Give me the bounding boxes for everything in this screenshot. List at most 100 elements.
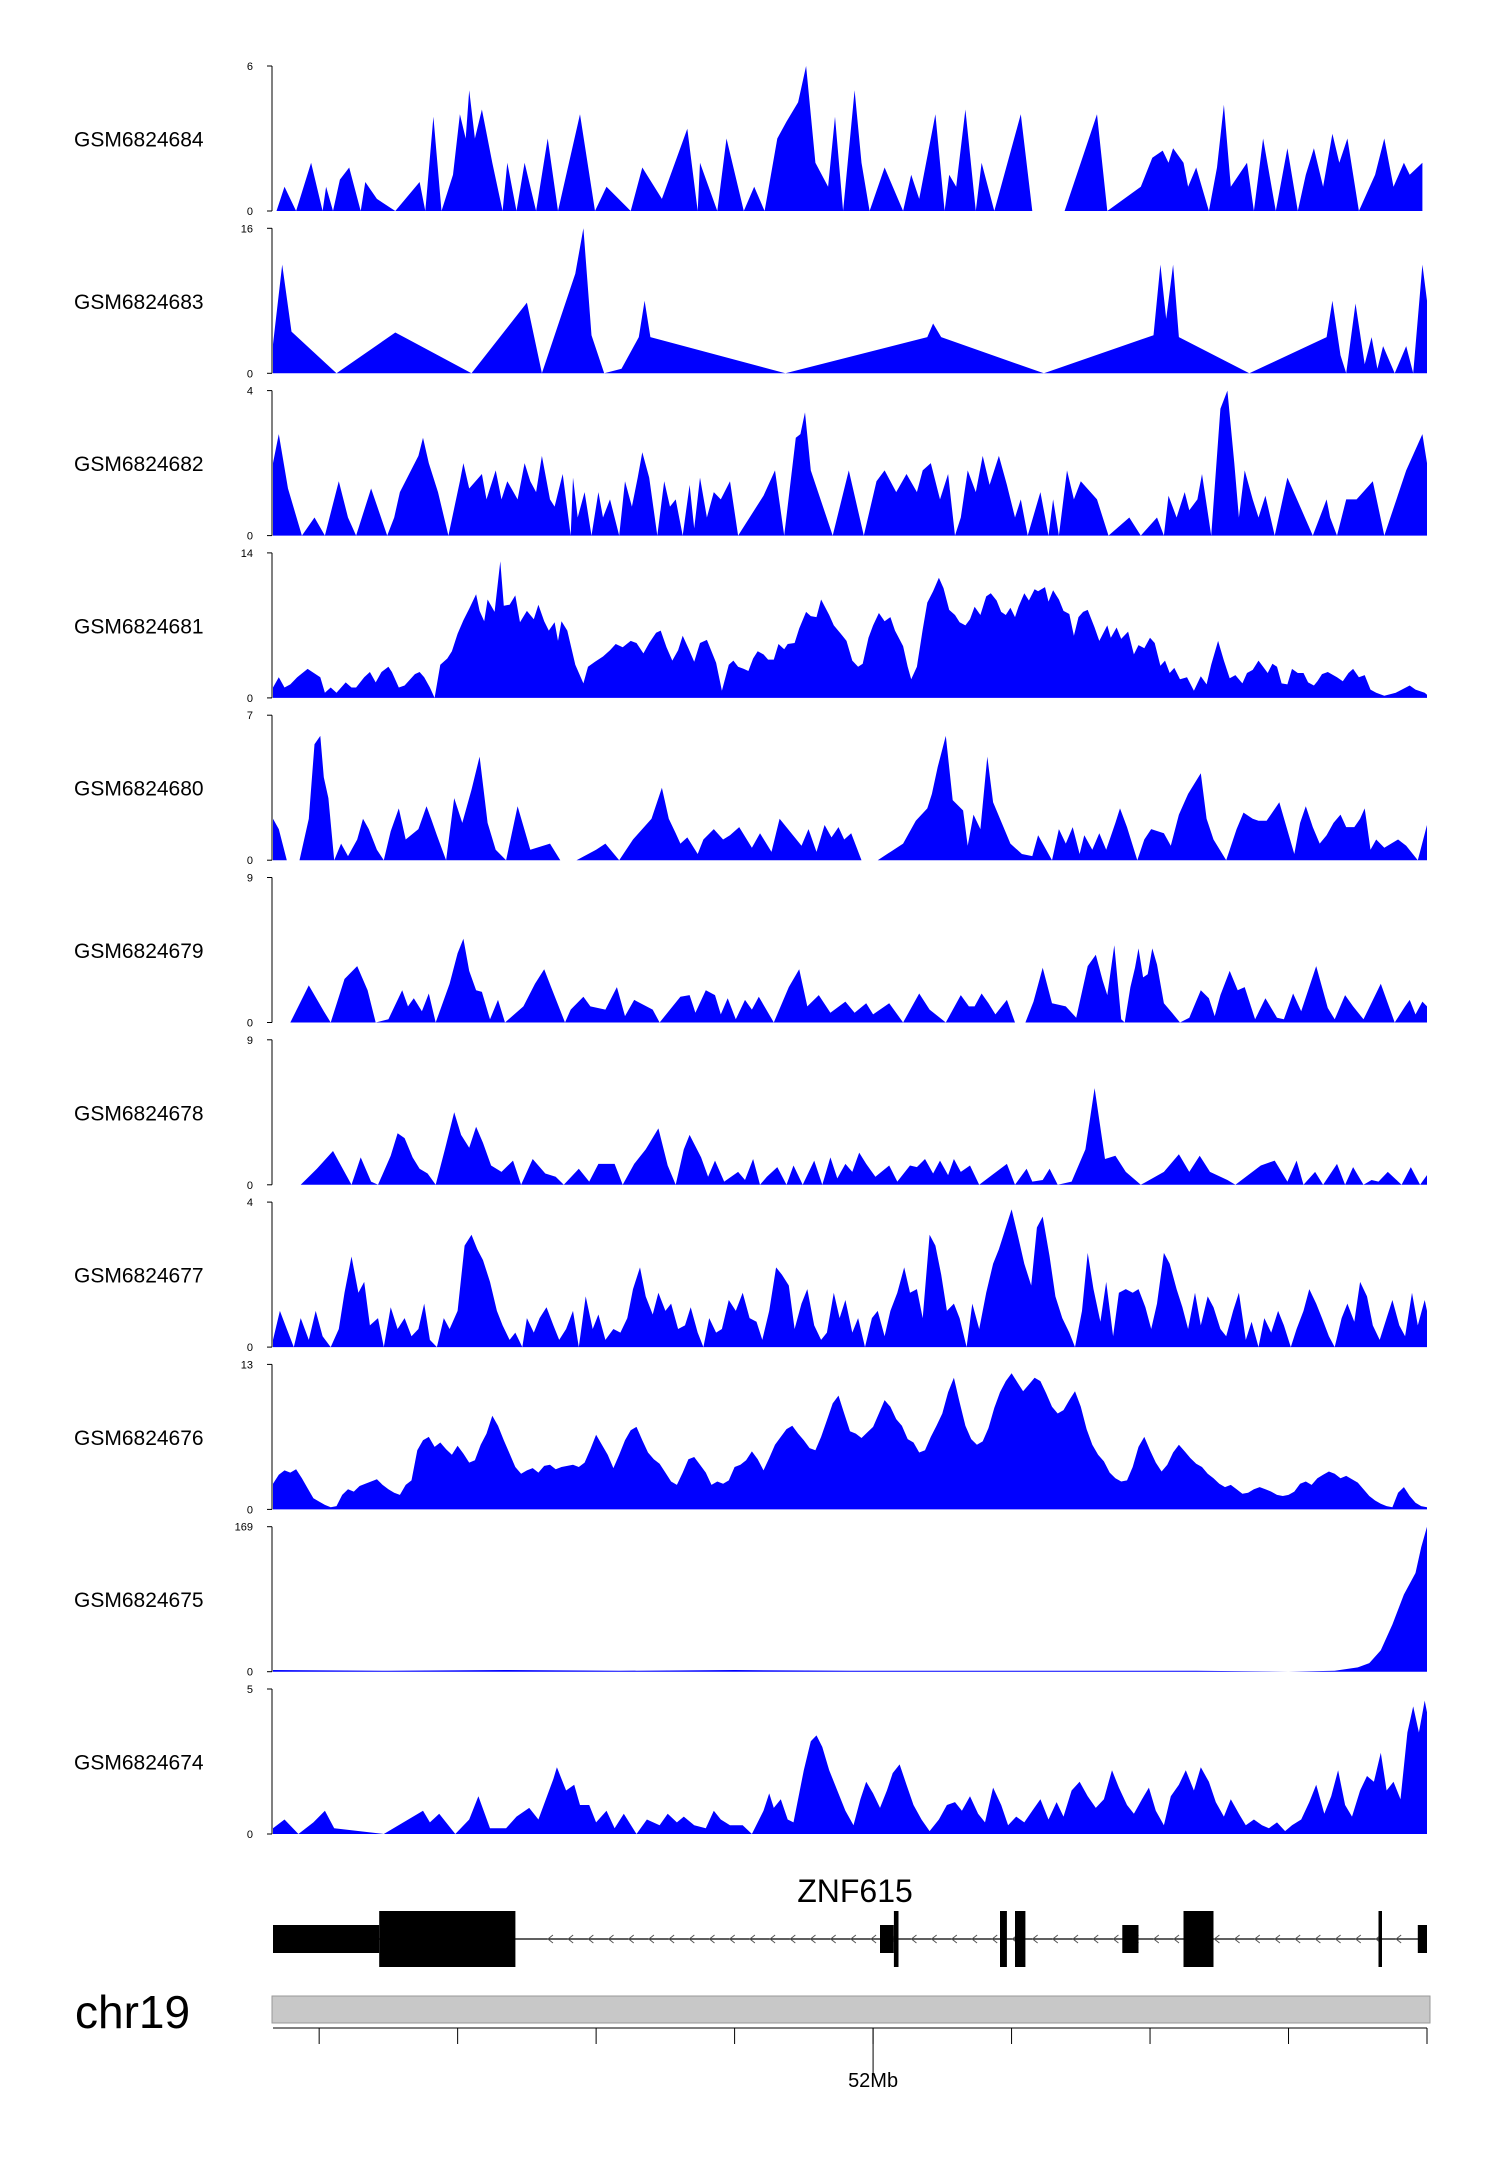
y-max-label: 6: [247, 61, 253, 73]
exon-block: [880, 1925, 894, 1953]
exon-block: [893, 1911, 899, 1967]
exon-block: [1000, 1911, 1007, 1967]
y-min-label: 0: [247, 693, 253, 705]
y-min-label: 0: [247, 531, 253, 543]
strand-arrow: [1031, 1934, 1038, 1944]
strand-arrow: [1274, 1934, 1281, 1944]
y-min-label: 0: [247, 1667, 253, 1679]
track-GSM6824674: 5 0 GSM6824674: [74, 1684, 1427, 1841]
track-GSM6824684: 6 0 GSM6824684: [74, 61, 1423, 218]
strand-arrow: [809, 1934, 816, 1944]
y-max-label: 14: [241, 548, 253, 560]
track-GSM6824680: 7 0 GSM6824680: [74, 710, 1427, 867]
strand-arrow: [1334, 1934, 1341, 1944]
signal-area: [273, 1526, 1427, 1672]
y-min-label: 0: [247, 855, 253, 867]
exon-block: [273, 1925, 380, 1953]
gene-model: [273, 1911, 1427, 1967]
strand-arrow: [587, 1934, 594, 1944]
strand-arrow: [547, 1934, 554, 1944]
strand-arrow: [708, 1934, 715, 1944]
data-tracks: 6 0 GSM6824684 16 0 GSM6824683 4 0 GSM6824682 14 0…: [74, 61, 1428, 1841]
y-max-label: 9: [247, 1035, 253, 1047]
track-label: GSM6824679: [74, 940, 204, 963]
y-min-label: 0: [247, 1504, 253, 1516]
exon-block: [1015, 1911, 1026, 1967]
strand-arrow: [1395, 1934, 1402, 1944]
track-label: GSM6824684: [74, 129, 204, 152]
strand-arrow: [1092, 1934, 1099, 1944]
strand-arrow: [567, 1934, 574, 1944]
track-GSM6824675: 169 0 GSM6824675: [74, 1522, 1427, 1679]
ideogram-track: chr19 52Mb: [75, 1986, 1431, 2092]
strand-arrow: [688, 1934, 695, 1944]
strand-arrow: [668, 1934, 675, 1944]
strand-arrow: [829, 1934, 837, 1944]
exon-block: [1417, 1925, 1427, 1953]
track-label: GSM6824678: [74, 1102, 204, 1125]
track-label: GSM6824682: [74, 453, 204, 476]
strand-arrow: [1233, 1934, 1240, 1944]
y-max-label: 13: [241, 1359, 253, 1371]
y-min-label: 0: [247, 368, 253, 380]
signal-area: [273, 735, 1427, 861]
track-label: GSM6824677: [74, 1265, 204, 1288]
signal-area: [273, 561, 1427, 698]
y-max-label: 4: [247, 1197, 253, 1209]
track-GSM6824679: 9 0 GSM6824679: [74, 873, 1427, 1030]
signal-area: [273, 228, 1427, 374]
track-GSM6824676: 13 0 GSM6824676: [74, 1359, 1427, 1516]
strand-arrow: [1173, 1934, 1180, 1944]
genome-position-label: 52Mb: [848, 2070, 898, 2092]
strand-arrow: [1052, 1934, 1059, 1944]
strand-arrow: [971, 1934, 978, 1944]
track-label: GSM6824681: [74, 615, 204, 638]
strand-arrow: [1354, 1934, 1362, 1944]
signal-area: [290, 938, 1427, 1023]
strand-arrow: [951, 1934, 958, 1944]
exon-block: [1183, 1911, 1214, 1967]
gene-name-label: ZNF615: [797, 1873, 913, 1909]
y-max-label: 9: [247, 873, 253, 885]
strand-arrow: [728, 1934, 736, 1944]
strand-arrow: [1213, 1934, 1220, 1944]
signal-area: [273, 390, 1427, 536]
strand-arrow: [749, 1934, 756, 1944]
exon-block: [379, 1911, 516, 1967]
signal-area: [273, 1694, 1427, 1834]
signal-area: [300, 1088, 1428, 1185]
chromosome-label: chr19: [75, 1986, 190, 2038]
signal-area: [273, 1373, 1427, 1510]
y-min-label: 0: [247, 1829, 253, 1841]
exon-block: [1122, 1925, 1139, 1953]
y-max-label: 4: [247, 386, 253, 398]
signal-area: [273, 1209, 1427, 1348]
y-max-label: 7: [247, 710, 253, 722]
chromosome-ideogram: [271, 1995, 1431, 2024]
gene-track: ZNF615: [273, 1873, 1427, 1967]
strand-arrow: [850, 1934, 857, 1944]
strand-arrow: [910, 1934, 917, 1944]
strand-arrow: [1112, 1934, 1119, 1944]
strand-arrow: [648, 1934, 655, 1944]
track-GSM6824681: 14 0 GSM6824681: [74, 548, 1427, 705]
y-max-label: 5: [247, 1684, 253, 1696]
track-label: GSM6824674: [74, 1752, 204, 1775]
strand-arrow: [1072, 1934, 1079, 1944]
y-min-label: 0: [247, 1018, 253, 1030]
strand-arrow: [607, 1934, 614, 1944]
y-min-label: 0: [247, 1342, 253, 1354]
genome-axis: 52Mb: [273, 2027, 1428, 2092]
y-max-label: 16: [241, 223, 253, 235]
track-GSM6824682: 4 0 GSM6824682: [74, 386, 1427, 543]
strand-arrow: [1314, 1934, 1321, 1944]
track-label: GSM6824683: [74, 291, 204, 314]
track-GSM6824678: 9 0 GSM6824678: [74, 1035, 1428, 1192]
strand-arrow: [769, 1934, 776, 1944]
strand-arrow: [1153, 1934, 1160, 1944]
signal-area: [276, 66, 1423, 211]
y-min-label: 0: [247, 206, 253, 218]
track-label: GSM6824680: [74, 778, 204, 801]
track-label: GSM6824675: [74, 1589, 204, 1612]
